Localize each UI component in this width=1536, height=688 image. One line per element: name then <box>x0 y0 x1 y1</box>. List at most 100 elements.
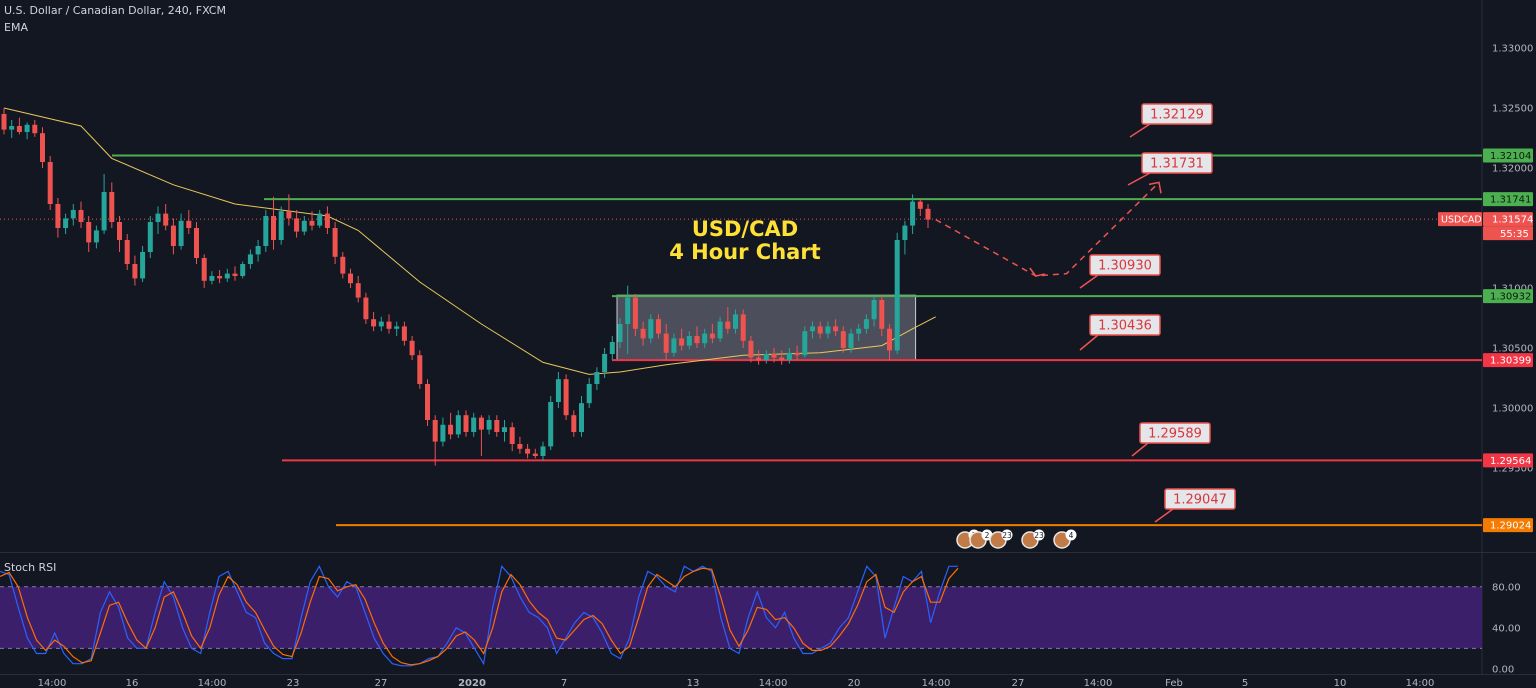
y-tick-label: 1.29500 <box>1492 464 1533 475</box>
candle-body <box>409 340 415 356</box>
candle-body <box>224 273 230 279</box>
level-price-tag-label: 1.29024 <box>1490 521 1531 532</box>
level-price-tag-label: 1.29564 <box>1490 456 1531 467</box>
candle-body <box>217 276 223 279</box>
candle-body <box>178 220 184 246</box>
candle-body <box>863 319 869 329</box>
candle-body <box>594 372 600 384</box>
x-tick-label: 14:00 <box>1084 678 1113 688</box>
candle-body <box>271 216 276 240</box>
candle-body <box>47 162 53 204</box>
candle-body <box>163 213 169 226</box>
candle-body <box>763 354 769 360</box>
candle-body <box>725 321 731 329</box>
candle-body <box>301 220 307 232</box>
rsi-y-tick-label: 40.00 <box>1492 623 1521 634</box>
candle-body <box>309 220 315 226</box>
callout-box <box>1089 254 1161 276</box>
candle-body <box>825 326 831 334</box>
rsi-y-tick-label: 80.00 <box>1492 582 1521 593</box>
x-tick-label: 27 <box>375 678 388 688</box>
candle-body <box>779 357 785 360</box>
candle-body <box>494 420 500 432</box>
countdown-tag <box>1483 226 1533 241</box>
candle-body <box>802 331 808 356</box>
x-tick-label: 5 <box>1242 678 1248 688</box>
x-tick-label: 13 <box>687 678 700 688</box>
candle-body <box>371 319 377 327</box>
callout-pointer <box>1079 334 1099 351</box>
current-price-tag <box>1483 212 1533 227</box>
rsi-d-line <box>0 567 959 666</box>
candle-body <box>155 213 161 222</box>
x-tick-label: 16 <box>126 678 139 688</box>
candle-body <box>278 211 284 240</box>
candle-body <box>332 228 338 257</box>
candle-body <box>317 213 323 226</box>
symbol-tag <box>1438 212 1482 227</box>
candle-body <box>617 324 623 342</box>
candle-body <box>740 314 746 341</box>
candle-body <box>794 352 800 356</box>
level-price-tag <box>1483 289 1533 304</box>
callout-box <box>1089 314 1161 336</box>
callout-label: 1.30436 <box>1098 319 1152 334</box>
callout-box <box>1141 103 1213 125</box>
candle-body <box>663 333 669 353</box>
x-tick-label: 23 <box>287 678 300 688</box>
y-tick-label: 1.30500 <box>1492 344 1533 355</box>
candle-body <box>9 126 15 130</box>
rsi-band <box>0 586 1482 649</box>
callout-pointer <box>1129 123 1151 138</box>
callout-pointer <box>1131 442 1149 457</box>
candle-body <box>32 124 38 134</box>
candle-body <box>124 240 130 264</box>
candle-body <box>78 210 84 222</box>
candle-body <box>263 216 269 246</box>
candle-body <box>386 321 392 329</box>
candle-body <box>925 208 931 220</box>
candle-body <box>24 124 30 132</box>
candle-body <box>840 331 846 348</box>
candle-body <box>563 379 569 416</box>
candle-body <box>817 326 823 334</box>
candle-body <box>540 446 546 456</box>
candle-body <box>648 319 654 339</box>
event-count-bubble <box>1001 529 1013 541</box>
event-count: 2 <box>985 531 990 540</box>
callout-label: 1.29589 <box>1148 427 1202 442</box>
candle-body <box>255 246 261 255</box>
candle-body <box>101 192 107 231</box>
candle-body <box>571 415 577 432</box>
candle-body <box>70 210 76 219</box>
candle-body <box>609 342 615 354</box>
candle-body <box>140 252 146 279</box>
level-price-tag <box>1483 518 1533 533</box>
candle-body <box>686 336 692 346</box>
price-axis-bg <box>1482 0 1536 688</box>
candle-body <box>394 326 400 329</box>
rsi-y-tick-label: 0.00 <box>1492 664 1514 675</box>
y-tick-label: 1.31000 <box>1492 284 1533 295</box>
y-tick-label: 1.32500 <box>1492 104 1533 115</box>
event-count-bubble <box>1065 529 1077 541</box>
candle-body <box>602 354 608 372</box>
callout-box <box>1164 488 1236 510</box>
candle-body <box>417 355 423 384</box>
candle-body <box>656 319 661 334</box>
x-tick-label: 14:00 <box>759 678 788 688</box>
candle-body <box>463 415 469 432</box>
candle-body <box>425 384 430 420</box>
candle-body <box>1 114 7 130</box>
level-price-tag-label: 1.30932 <box>1490 292 1531 303</box>
candle-body <box>709 333 715 339</box>
candle-body <box>640 328 646 339</box>
candle-body <box>324 213 330 228</box>
candle-body <box>478 417 484 430</box>
y-tick-label: 1.33000 <box>1492 44 1533 55</box>
candle-body <box>117 222 122 240</box>
candle-body <box>348 273 353 284</box>
x-tick-label: 14:00 <box>198 678 227 688</box>
candle-body <box>194 228 199 258</box>
